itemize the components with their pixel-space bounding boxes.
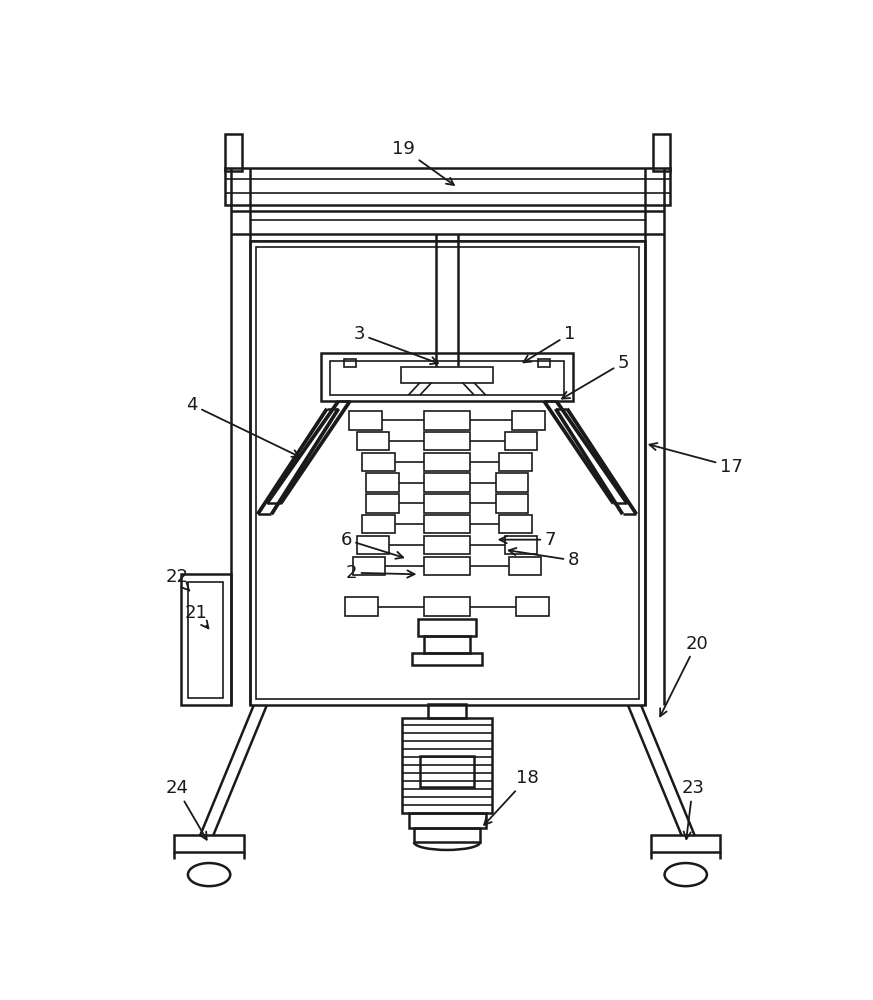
- Bar: [357, 432, 389, 450]
- Bar: [225, 168, 670, 205]
- Bar: [418, 619, 477, 636]
- Bar: [349, 411, 382, 430]
- Bar: [357, 536, 389, 554]
- Text: 4: 4: [187, 396, 299, 457]
- Text: 8: 8: [509, 548, 579, 569]
- Bar: [344, 359, 356, 367]
- Bar: [412, 653, 482, 665]
- Bar: [424, 453, 471, 471]
- Bar: [366, 494, 398, 513]
- Text: 5: 5: [562, 354, 629, 399]
- Bar: [499, 515, 532, 533]
- Bar: [424, 473, 471, 492]
- Text: 22: 22: [165, 568, 189, 590]
- Bar: [496, 473, 528, 492]
- Bar: [346, 597, 378, 616]
- Bar: [499, 453, 532, 471]
- Text: 23: 23: [681, 779, 705, 839]
- Bar: [424, 432, 471, 450]
- Text: 2: 2: [346, 564, 415, 582]
- Bar: [181, 574, 230, 705]
- Bar: [330, 361, 564, 395]
- Bar: [256, 247, 639, 699]
- Bar: [424, 597, 471, 616]
- Bar: [424, 494, 471, 513]
- Bar: [509, 557, 541, 575]
- Text: 21: 21: [184, 604, 209, 628]
- Bar: [362, 453, 395, 471]
- Text: 6: 6: [340, 531, 403, 559]
- Bar: [512, 411, 545, 430]
- Bar: [424, 557, 471, 575]
- Bar: [420, 756, 474, 787]
- Bar: [424, 536, 471, 554]
- Text: 19: 19: [393, 140, 454, 185]
- Bar: [366, 473, 398, 492]
- Text: 7: 7: [499, 531, 556, 549]
- Text: 3: 3: [354, 325, 438, 364]
- Bar: [505, 536, 537, 554]
- Bar: [651, 835, 720, 852]
- Bar: [409, 813, 485, 828]
- Bar: [538, 359, 550, 367]
- Bar: [362, 515, 395, 533]
- Bar: [353, 557, 385, 575]
- Text: 1: 1: [524, 325, 575, 362]
- Bar: [175, 835, 244, 852]
- Bar: [424, 411, 471, 430]
- Bar: [401, 367, 493, 383]
- Bar: [424, 636, 471, 653]
- Bar: [250, 241, 645, 705]
- Text: 20: 20: [660, 635, 708, 716]
- Bar: [402, 718, 491, 813]
- Bar: [516, 597, 548, 616]
- Bar: [424, 515, 471, 533]
- Text: 24: 24: [165, 779, 207, 840]
- Bar: [505, 432, 537, 450]
- Bar: [189, 582, 223, 698]
- Text: 17: 17: [650, 443, 743, 476]
- Bar: [414, 828, 480, 842]
- Bar: [428, 704, 466, 718]
- Bar: [225, 134, 242, 171]
- Bar: [320, 353, 574, 401]
- Bar: [496, 494, 528, 513]
- Bar: [653, 134, 670, 171]
- Text: 18: 18: [485, 769, 539, 825]
